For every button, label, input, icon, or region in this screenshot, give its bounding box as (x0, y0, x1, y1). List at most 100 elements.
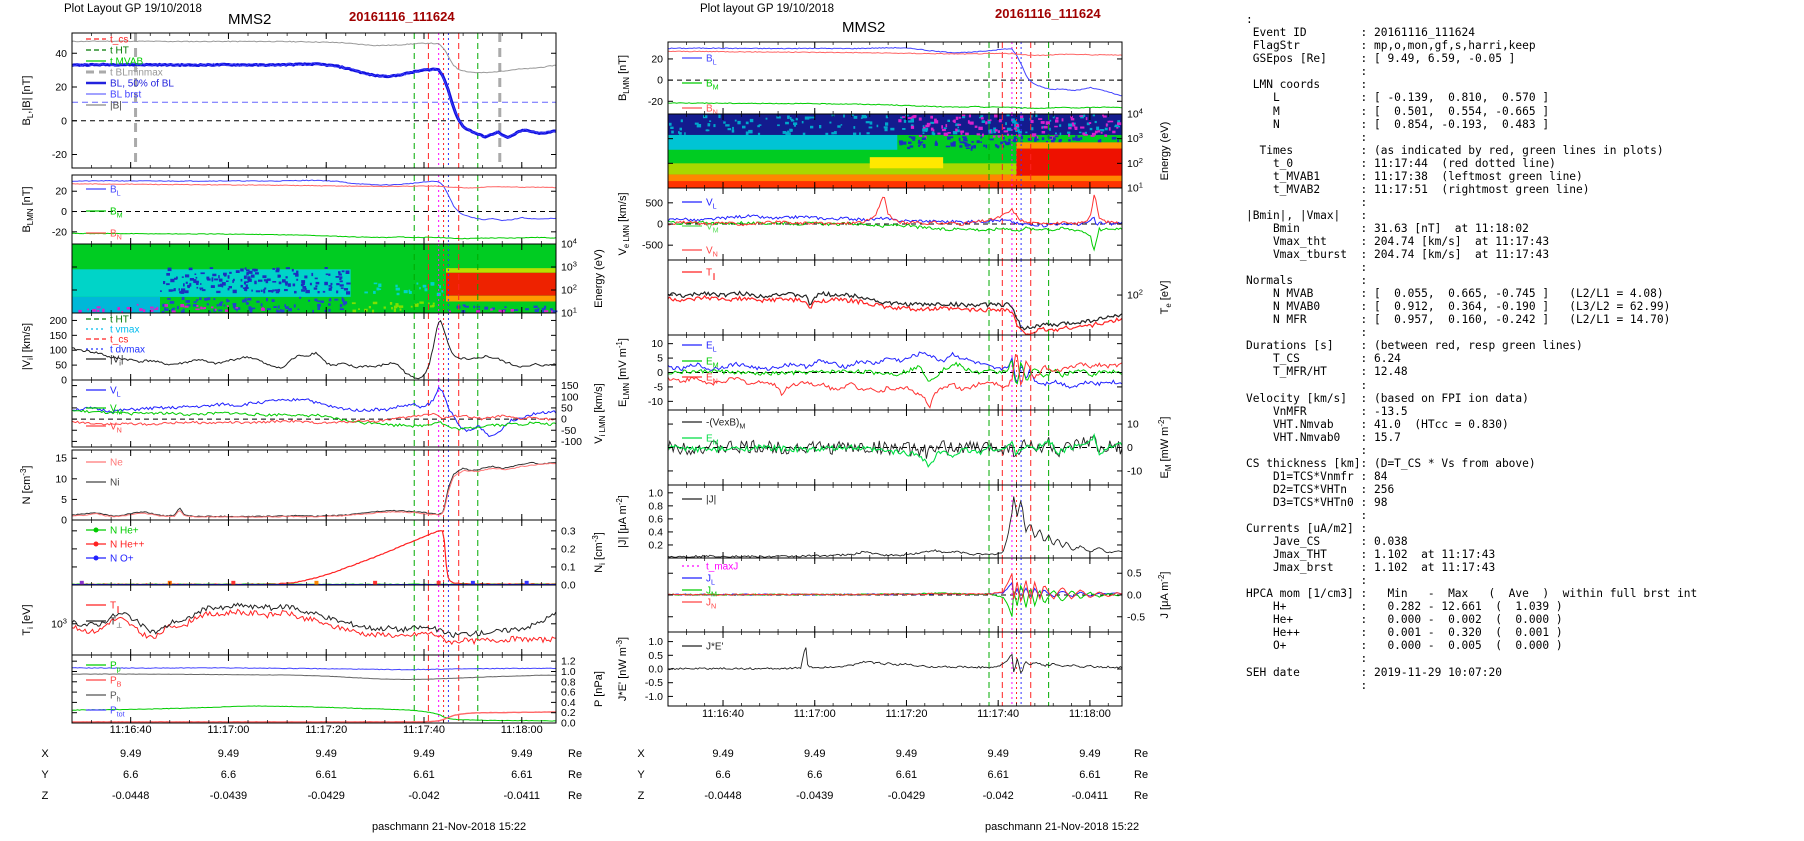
L7-flag-marker (231, 580, 236, 585)
mid-coord-value: 6.6 (715, 769, 730, 781)
left-coord-value: -0.042 (408, 790, 439, 802)
mid-coord-value: 9.49 (987, 748, 1008, 760)
M7-legend-label: |J| (706, 495, 716, 506)
L7-flag-marker (436, 580, 441, 585)
L4-y-tick-label: 100 (49, 345, 67, 357)
mid-time-tick-label: 11:17:20 (885, 708, 927, 720)
L7-legend-label: N He++ (110, 540, 145, 551)
left-coord-value: 9.49 (316, 748, 337, 760)
M3-y-tick-label: 500 (645, 197, 663, 209)
M1-series-BM (667, 102, 1123, 109)
mid-coord-unit: Re (1134, 748, 1148, 760)
L9-legend-label: PB (110, 676, 122, 689)
M4-y-tick-label: 102 (1127, 288, 1143, 302)
L4-legend-label: t_cs (110, 335, 128, 346)
M2-spectrogram-band (668, 163, 1122, 175)
L3-spectrogram-band (446, 295, 556, 302)
left-coord-value: -0.0411 (504, 790, 541, 802)
M5-series-EL (667, 351, 1123, 389)
L7-y-tick-label: 0.3 (561, 525, 576, 537)
M1-plot-bg (668, 42, 1122, 114)
left-coord-value: -0.0429 (308, 790, 345, 802)
panel-M7 (667, 484, 1123, 559)
L8-plot-bg (72, 585, 556, 655)
L9-series-P-B (72, 711, 557, 723)
left-coord-unit: Re (568, 769, 582, 781)
M2-y-tick-label: 102 (1127, 156, 1143, 170)
M9-axis-label: J*E' [nW m-3] (615, 637, 629, 701)
M5-y-tick-label: -10 (648, 396, 663, 408)
L7-legend-label: N He+ (110, 526, 139, 537)
M8-legend-label: JN (706, 598, 716, 611)
mid-coord-value: 9.49 (804, 748, 825, 760)
L5-legend-label: VL (110, 386, 121, 399)
M1-series-BN (667, 50, 1123, 57)
M7-y-tick-label: 0.8 (648, 500, 663, 512)
L7-y-tick-label: 0.1 (561, 561, 576, 573)
M7-y-tick-label: 0.6 (648, 513, 663, 525)
M8-series-JN (667, 573, 1123, 603)
left-plot-header: Plot Layout GP 19/10/2018 (64, 3, 202, 15)
L8-series-T-perp (71, 602, 557, 639)
M4-legend-label: T∥ (706, 268, 716, 281)
L9-plot-bg (72, 655, 556, 723)
M7-y-tick-label: 0.2 (648, 539, 663, 551)
L9-panel-border (71, 654, 557, 724)
M6-legend-label: EM (706, 434, 719, 447)
M2-spectrogram-band (1016, 148, 1122, 176)
L1-legend-label: BL brst (110, 90, 142, 101)
M1-y-tick-label: -20 (648, 96, 663, 108)
M8-y-tick-label: 0.5 (1127, 568, 1142, 580)
L5-y-tick-label: 0 (561, 414, 567, 426)
M2-spectrogram-band (668, 134, 898, 150)
L1-y-tick-label: 40 (55, 48, 67, 60)
mid-coord-value: -0.0429 (888, 790, 925, 802)
mid-time-tick-label: 11:16:40 (702, 708, 744, 720)
L2-legend-label: BM (110, 207, 123, 220)
L3-y-tick-label: 101 (561, 306, 577, 320)
left-coord-value: 6.6 (221, 769, 236, 781)
M5-y-tick-label: -5 (654, 381, 663, 393)
L4-y-tick-label: 0 (61, 375, 67, 387)
panel-L7 (71, 519, 557, 586)
M9-plot-bg (668, 632, 1122, 706)
M6-y-tick-label: -10 (1127, 465, 1142, 477)
L7-flag-marker (470, 580, 475, 585)
M8-legend-label: JL (706, 574, 715, 587)
M9-y-tick-label: -1.0 (645, 691, 663, 703)
L1-y-tick-label: 0 (61, 115, 67, 127)
left-time-tick-label: 11:17:00 (207, 724, 249, 736)
M7-y-tick-label: 1.0 (648, 487, 663, 499)
M3-y-tick-label: 0 (657, 219, 663, 231)
left-coord-unit: Re (568, 790, 582, 802)
L4-plot-bg (72, 313, 556, 380)
M6-y-tick-label: 10 (1127, 419, 1139, 431)
mid-coord-value: 9.49 (1079, 748, 1100, 760)
L9-y-tick-label: 1.2 (561, 656, 576, 668)
L6-legend-label: Ni (110, 478, 119, 489)
left-coord-unit: Re (568, 748, 582, 760)
L5-series-VN (71, 412, 557, 426)
L4-series-Vi-mag (72, 319, 557, 380)
L9-y-tick-label: 0.0 (561, 718, 576, 730)
M2-y-tick-label: 103 (1127, 131, 1143, 145)
L5-legend-label: VN (110, 422, 122, 435)
left-plot-footer: paschmann 21-Nov-2018 15:22 (372, 821, 527, 833)
panel-L6 (71, 449, 557, 521)
left-coord-value: -0.0448 (112, 790, 149, 802)
L3-y-tick-label: 104 (561, 237, 577, 251)
panel-M9 (667, 631, 1123, 707)
left-coord-row-label: Y (41, 769, 49, 781)
L1-legend-label: |B| (110, 101, 122, 112)
L4-y-tick-label: 150 (49, 330, 67, 342)
M8-axis-label: J [μA m-2] (1157, 572, 1171, 619)
L8-axis-label: Ti [eV] (21, 604, 35, 635)
panel-M8 (667, 557, 1123, 633)
L8-legend-label: T⊥ (110, 617, 122, 630)
M7-axis-label: |J| [μA m-2] (615, 495, 629, 548)
M8-y-tick-label: -0.5 (1127, 611, 1145, 623)
panel-M3 (667, 187, 1123, 261)
L5-y-tick-label: 150 (561, 380, 579, 392)
L2-legend-label: BN (110, 229, 122, 242)
panel-M1 (667, 41, 1123, 115)
